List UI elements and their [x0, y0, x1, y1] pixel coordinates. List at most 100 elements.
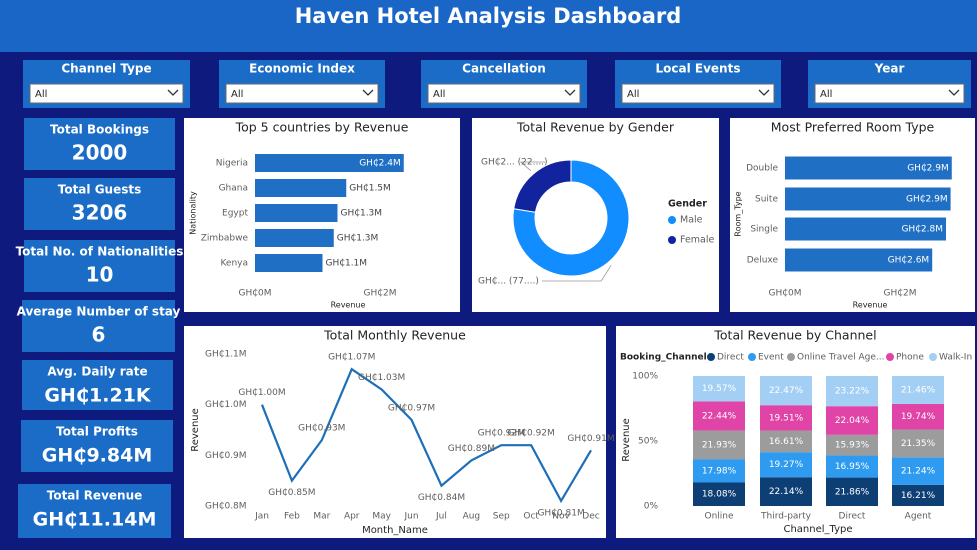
kpi-label: Total Guests — [58, 183, 142, 197]
filter-dropdown[interactable] — [29, 83, 184, 104]
data-label: GH₵1.3M — [337, 234, 379, 244]
y-tick-label: GH₵1.1M — [205, 350, 247, 360]
legend-title: Gender — [668, 199, 707, 210]
leader-line — [519, 161, 545, 172]
bar-segment — [826, 477, 878, 506]
data-label: GH₵2.4M — [359, 159, 401, 169]
x-axis-title: Revenue — [331, 301, 366, 310]
chart-title: Top 5 countries by Revenue — [235, 120, 409, 135]
data-label: 19.74% — [901, 412, 936, 422]
bar-segment — [693, 401, 745, 431]
x-tick-label: Jul — [435, 512, 447, 522]
bar-segment — [693, 430, 745, 460]
y-tick-label: Single — [750, 225, 778, 235]
line-series — [260, 367, 592, 504]
legend-marker — [929, 353, 937, 361]
data-label: GH₵2.9M — [906, 195, 948, 205]
data-label: 19.51% — [769, 413, 804, 423]
bar-segment — [892, 484, 944, 506]
x-tick-label: Aug — [463, 512, 481, 522]
kpi-label: Total No. of Nationalities — [16, 245, 184, 259]
filter-value: All — [627, 89, 639, 100]
legend-marker — [886, 353, 894, 361]
data-label: GH₵1.5M — [349, 184, 391, 194]
chart-panel — [730, 118, 975, 312]
bar — [785, 217, 946, 241]
filter-dropdown[interactable] — [225, 83, 379, 104]
data-label: 18.08% — [702, 490, 737, 500]
filter-value: All — [35, 89, 47, 100]
bar-segment — [826, 434, 878, 456]
kpi-card — [22, 360, 173, 410]
kpi-label: Total Revenue — [47, 489, 143, 503]
x-tick-label: Feb — [284, 512, 300, 522]
y-tick-label: Egypt — [222, 209, 248, 219]
data-label: 16.21% — [901, 491, 936, 501]
data-label: GH₵1.07M — [328, 353, 375, 363]
data-label: GH₵0.85M — [268, 488, 315, 498]
legend-label: Online Travel Age... — [797, 353, 885, 363]
bar-segment — [892, 403, 944, 430]
data-label: 17.98% — [702, 466, 737, 476]
bar-segment — [760, 376, 812, 406]
data-label: 19.27% — [769, 460, 804, 470]
bar-segment — [892, 376, 944, 404]
bar-segment — [760, 430, 812, 453]
kpi-card — [22, 300, 175, 352]
x-tick-label: Online — [704, 512, 733, 522]
kpi-value: 2000 — [72, 141, 128, 165]
chart-title: Total Revenue by Channel — [713, 328, 876, 343]
legend-label: Walk-In — [939, 353, 972, 363]
data-label: 19.57% — [702, 384, 737, 394]
filter-label: Economic Index — [249, 62, 355, 76]
bar — [785, 248, 933, 272]
bar-segment — [892, 457, 944, 485]
data-label: 22.04% — [835, 416, 870, 426]
kpi-value: GH₵1.21K — [44, 385, 152, 407]
data-label: GH₵0.84M — [418, 493, 465, 503]
data-label: GH₵0.92M — [478, 429, 525, 439]
y-tick-label: Zimbabwe — [201, 234, 249, 244]
y-axis-title: Revenue — [190, 408, 201, 452]
x-tick-label: Agent — [905, 512, 932, 522]
filter-dropdown[interactable] — [621, 83, 775, 104]
data-label: 21.86% — [835, 487, 870, 497]
dropdown-chevron — [564, 89, 576, 96]
filter-dropdown[interactable] — [427, 83, 581, 104]
filter-value: All — [433, 89, 445, 100]
bar-segment — [693, 376, 745, 402]
legend-marker — [668, 216, 676, 224]
y-axis-title: Revenue — [621, 418, 632, 462]
x-tick-label: GH₵0M — [769, 289, 802, 299]
y-tick-label: 50% — [638, 437, 658, 447]
x-axis-title: Channel_Type — [783, 524, 852, 535]
y-tick-label: GH₵0.9M — [205, 451, 247, 461]
data-label: 21.46% — [901, 385, 936, 395]
x-tick-label: Sep — [493, 512, 510, 522]
bar — [255, 154, 404, 172]
data-label: GH₵2.8M — [901, 225, 943, 235]
data-label: 22.14% — [769, 487, 804, 497]
y-axis-title: Room_Type — [734, 191, 743, 236]
bar — [255, 254, 323, 272]
x-tick-label: Jan — [254, 512, 269, 522]
y-tick-label: Ghana — [219, 184, 248, 194]
data-label: GH₵... (77....) — [478, 277, 539, 287]
bar-segment — [826, 455, 878, 478]
filter-dropdown[interactable] — [814, 83, 965, 104]
kpi-card — [24, 240, 175, 292]
filter-label: Local Events — [656, 62, 741, 76]
y-tick-label: Kenya — [220, 259, 248, 269]
x-tick-label: Oct — [523, 512, 539, 522]
legend-label: Event — [758, 353, 784, 363]
chart-title: Total Revenue by Gender — [516, 120, 675, 135]
y-tick-label: Double — [746, 164, 778, 174]
dropdown-chevron — [362, 89, 374, 96]
x-tick-label: Nov — [552, 512, 570, 522]
bar-segment — [892, 429, 944, 458]
bar-segment — [760, 405, 812, 431]
data-label: GH₵2.6M — [888, 256, 930, 266]
x-tick-label: Apr — [344, 512, 360, 522]
filter-value: All — [231, 89, 243, 100]
